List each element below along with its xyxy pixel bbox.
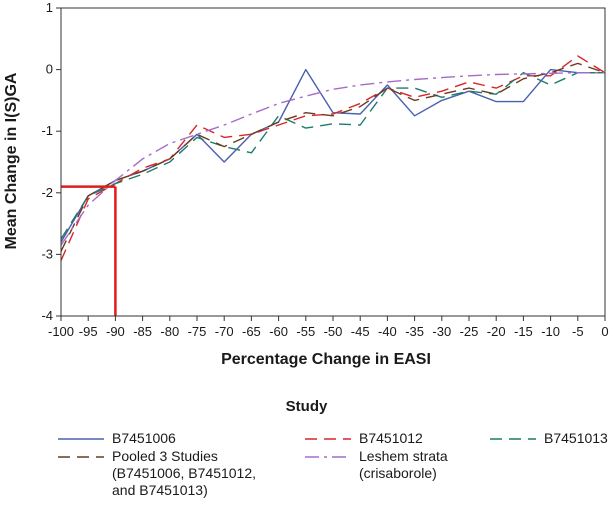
legend-label: B7451012	[359, 430, 423, 446]
x-tick-label: -75	[188, 324, 207, 339]
y-tick-label: -2	[41, 185, 53, 200]
legend-item-b7451012: B7451012	[305, 430, 423, 447]
legend: Study B7451006 B7451012 B7451013 Pooled …	[0, 388, 613, 507]
legend-label: Pooled 3 Studies (B7451006, B7451012, an…	[112, 448, 257, 498]
x-tick-label: -100	[48, 324, 74, 339]
legend-item-b7451013: B7451013	[490, 430, 608, 447]
x-tick-label: -5	[572, 324, 584, 339]
x-tick-label: -15	[514, 324, 533, 339]
line-chart: -100 -95 -90 -85 -80 -75 -70 -65 -60 -55 -50 -45 -40…	[3, 0, 609, 368]
x-tick-label: -35	[405, 324, 424, 339]
legend-item-leshem: Leshem strata (crisaborole)	[305, 448, 448, 482]
x-tick-label: -95	[79, 324, 98, 339]
legend-title: Study	[285, 398, 328, 415]
y-tick-label: -4	[41, 308, 53, 323]
series-line-4	[60, 71, 605, 246]
y-axis-label: Mean Change in I(S)GA	[3, 72, 20, 249]
x-tick-label: -60	[269, 324, 288, 339]
series-line-0	[60, 68, 605, 243]
x-tick-label: -40	[378, 324, 397, 339]
x-tick-label: -50	[324, 324, 343, 339]
x-tick-label: -90	[106, 324, 125, 339]
x-tick-label: -30	[432, 324, 451, 339]
legend-item-b7451006: B7451006	[58, 430, 176, 447]
y-tick-label: -3	[41, 246, 53, 261]
x-tick-label: -65	[242, 324, 261, 339]
axes: -100 -95 -90 -85 -80 -75 -70 -65 -60 -55 -50 -45 -40…	[41, 0, 608, 339]
x-tick-label: -10	[541, 324, 560, 339]
x-tick-label: -45	[351, 324, 370, 339]
x-tick-label: -20	[487, 324, 506, 339]
legend-swatch	[490, 438, 536, 440]
x-tick-label: -80	[160, 324, 179, 339]
legend-swatch	[305, 438, 351, 440]
y-tick-label: 0	[46, 62, 53, 77]
plot-area	[60, 55, 606, 316]
legend-swatch	[58, 438, 104, 440]
legend-label: B7451013	[544, 430, 608, 446]
legend-item-pooled: Pooled 3 Studies (B7451006, B7451012, an…	[58, 448, 256, 499]
y-tick-label: -1	[41, 123, 53, 138]
legend-label: Leshem strata (crisaborole)	[359, 448, 448, 481]
x-axis-label: Percentage Change in EASI	[221, 351, 431, 368]
y-tick-label: 1	[46, 0, 53, 15]
x-tick-label: -55	[296, 324, 315, 339]
x-tick-label: -85	[133, 324, 152, 339]
series-line-2	[60, 71, 605, 240]
legend-swatch	[305, 456, 351, 458]
plot-frame	[60, 7, 606, 317]
x-tick-label: -25	[460, 324, 479, 339]
series-line-3	[60, 62, 606, 252]
x-tick-label: 0	[601, 324, 608, 339]
legend-label: B7451006	[112, 430, 176, 446]
x-tick-label: -70	[215, 324, 234, 339]
legend-swatch	[58, 456, 104, 458]
